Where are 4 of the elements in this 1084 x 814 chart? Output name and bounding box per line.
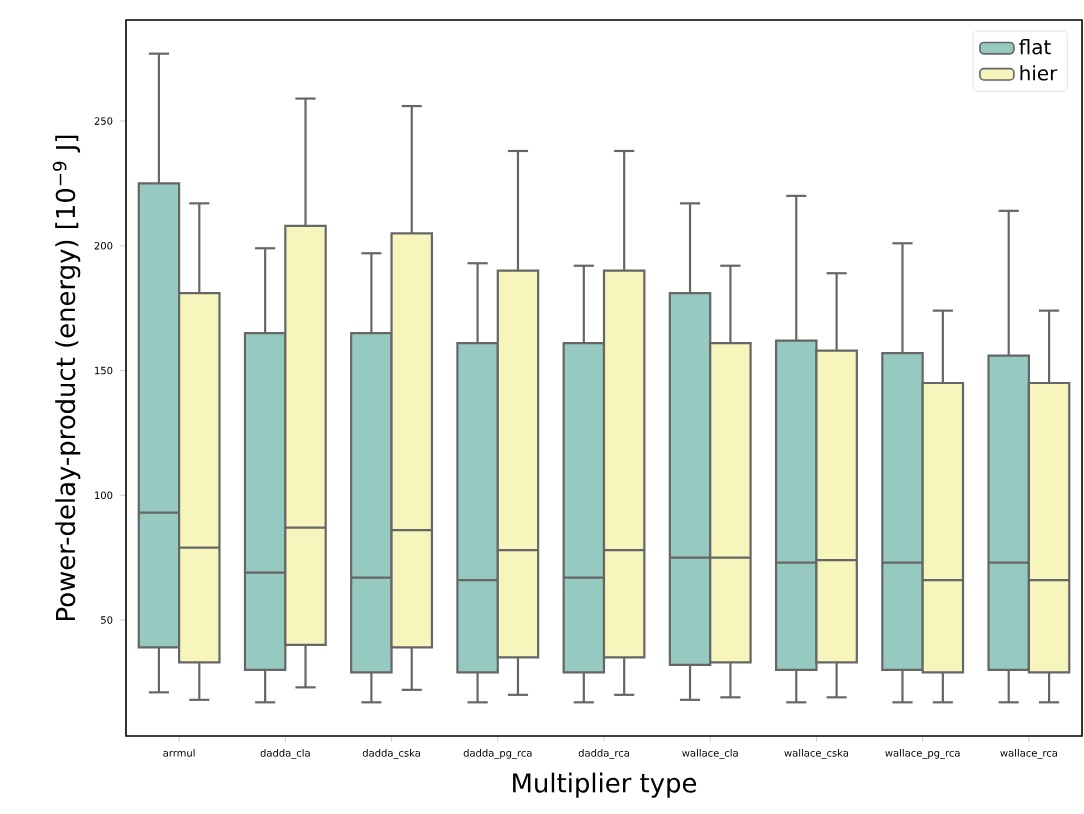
- legend-label: hier: [1020, 65, 1058, 81]
- x-axis-title: Multiplier type: [513, 772, 697, 798]
- legend-label: flat: [1019, 39, 1051, 55]
- y-axis-title: Power-delay-product (energy) [10$^{−9}$ J]: [52, 135, 81, 620]
